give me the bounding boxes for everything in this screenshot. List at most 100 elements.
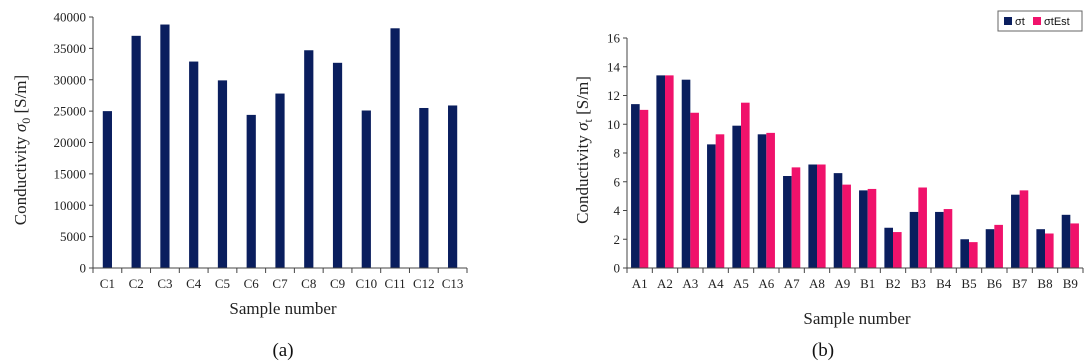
a-bar-c3 bbox=[160, 24, 170, 269]
b-bar-sigma-t-a8 bbox=[808, 164, 817, 268]
b-bar-sigma-t-est-b8 bbox=[1045, 233, 1054, 268]
legend-label-sigma-t: σt bbox=[1015, 16, 1025, 28]
a-bar-c1 bbox=[102, 111, 112, 268]
chart-b: 0 2 4 6 8 10 12 14 16 A1 A2 A3 A4 A5 A6 A7 A8 A9 B1 B2 B3 B4… bbox=[573, 10, 1084, 361]
legend-swatch-sigma-t-est bbox=[1033, 17, 1041, 25]
a-bar-c7 bbox=[275, 93, 285, 269]
a-x-tick-label-c1: C1 bbox=[100, 276, 115, 291]
b-bar-sigma-t-est-b4 bbox=[943, 209, 953, 268]
b-bar-sigma-t-est-a2 bbox=[665, 75, 674, 268]
chart-b-x-ticks: A1 A2 A3 A4 A5 A6 A7 A8 A9 B1 B2 B3 B4 B5 B6 B7 B8 B9 bbox=[626, 268, 1084, 291]
a-x-tick-label-c13: C13 bbox=[442, 276, 464, 291]
b-x-tick-label-b6: B6 bbox=[987, 276, 1003, 291]
a-x-tick-label-c11: C11 bbox=[384, 276, 405, 291]
chart-b-panel-label: (b) bbox=[812, 340, 834, 361]
a-x-tick-label-c8: C8 bbox=[301, 276, 316, 291]
a-y-tick-label: 15000 bbox=[54, 166, 87, 181]
a-bar-c12 bbox=[419, 107, 429, 268]
b-y-tick-label: 2 bbox=[614, 232, 621, 247]
b-bar-sigma-t-b8 bbox=[1036, 229, 1045, 268]
b-x-tick-label-a6: A6 bbox=[758, 276, 774, 291]
a-x-tick-label-c7: C7 bbox=[272, 276, 288, 291]
a-x-tick-label-c4: C4 bbox=[186, 276, 202, 291]
b-y-tick-label: 4 bbox=[614, 203, 621, 218]
b-bar-sigma-t-est-b6 bbox=[994, 224, 1003, 268]
a-bar-c6 bbox=[246, 114, 256, 268]
chart-a-panel-label: (a) bbox=[272, 340, 293, 361]
chart-a-y-ticks: 0 5000 10000 15000 20000 25000 30000 35000 40000 bbox=[54, 10, 93, 276]
b-bar-sigma-t-a1 bbox=[631, 104, 640, 268]
a-x-tick-label-c10: C10 bbox=[355, 276, 377, 291]
b-x-tick-label-b8: B8 bbox=[1037, 276, 1052, 291]
a-y-tick-label: 40000 bbox=[54, 10, 87, 25]
b-y-tick-label: 14 bbox=[607, 59, 621, 74]
chart-a: 0 5000 10000 15000 20000 25000 30000 35000 40000… bbox=[11, 10, 468, 361]
chart-b-x-axis-label: Sample number bbox=[803, 309, 911, 328]
a-x-tick-label-c2: C2 bbox=[129, 276, 144, 291]
b-bar-sigma-t-b6 bbox=[985, 229, 995, 268]
a-y-tick-label: 20000 bbox=[54, 135, 87, 150]
b-x-tick-label-b3: B3 bbox=[911, 276, 926, 291]
b-bar-sigma-t-est-a1 bbox=[639, 109, 649, 268]
a-bar-c4 bbox=[189, 61, 199, 268]
b-bar-sigma-t-est-b5 bbox=[969, 242, 978, 268]
b-bar-sigma-t-est-a6 bbox=[766, 132, 775, 268]
b-bar-sigma-t-a2 bbox=[656, 75, 665, 268]
a-x-tick-label-c5: C5 bbox=[215, 276, 230, 291]
a-y-tick-label: 30000 bbox=[54, 72, 87, 87]
b-bar-sigma-t-est-a3 bbox=[690, 112, 699, 268]
a-bar-c11 bbox=[390, 28, 400, 269]
a-x-tick-label-c6: C6 bbox=[244, 276, 260, 291]
a-bar-c8 bbox=[304, 50, 314, 268]
chart-a-bars bbox=[102, 24, 458, 269]
b-x-tick-label-b1: B1 bbox=[860, 276, 875, 291]
b-x-tick-label-a8: A8 bbox=[809, 276, 825, 291]
a-y-tick-label: 35000 bbox=[54, 41, 87, 56]
b-bar-sigma-t-est-a9 bbox=[842, 184, 851, 268]
chart-a-x-ticks: C1 C2 C3 C4 C5 C6 C7 C8 C9 C10 C11 C12 C13 bbox=[92, 268, 468, 291]
b-bar-sigma-t-b4 bbox=[935, 211, 944, 268]
a-y-tick-label: 5000 bbox=[60, 229, 86, 244]
a-x-tick-label-c12: C12 bbox=[413, 276, 435, 291]
a-x-tick-label-c3: C3 bbox=[157, 276, 172, 291]
b-bar-sigma-t-a7 bbox=[783, 176, 792, 268]
b-y-tick-label: 0 bbox=[614, 261, 621, 276]
b-x-tick-label-a5: A5 bbox=[733, 276, 749, 291]
chart-b-bars bbox=[631, 75, 1079, 268]
b-bar-sigma-t-b2 bbox=[884, 227, 893, 268]
b-bar-sigma-t-est-b7 bbox=[1019, 190, 1029, 268]
a-y-tick-label: 10000 bbox=[54, 198, 87, 213]
a-bar-c5 bbox=[217, 80, 228, 268]
b-bar-sigma-t-est-a8 bbox=[817, 164, 826, 268]
b-y-tick-label: 6 bbox=[614, 174, 621, 189]
b-x-tick-label-b7: B7 bbox=[1012, 276, 1028, 291]
b-bar-sigma-t-a4 bbox=[707, 144, 716, 268]
b-bar-sigma-t-est-b9 bbox=[1070, 223, 1079, 268]
b-x-tick-label-b2: B2 bbox=[885, 276, 900, 291]
b-bar-sigma-t-a3 bbox=[681, 79, 691, 268]
b-bar-sigma-t-b1 bbox=[859, 190, 868, 268]
b-x-tick-label-a1: A1 bbox=[632, 276, 648, 291]
chart-b-y-ticks: 0 2 4 6 8 10 12 14 16 bbox=[607, 31, 627, 276]
b-bar-sigma-t-est-a7 bbox=[791, 167, 801, 268]
b-x-tick-label-b4: B4 bbox=[936, 276, 952, 291]
b-bar-sigma-t-a6 bbox=[757, 134, 767, 268]
chart-a-x-axis-label: Sample number bbox=[229, 299, 337, 318]
chart-b-y-axis-label: Conductivity σt [S/m] bbox=[573, 76, 595, 224]
b-bar-sigma-t-b5 bbox=[960, 239, 969, 268]
b-x-tick-label-a3: A3 bbox=[682, 276, 698, 291]
a-bar-c13 bbox=[448, 105, 458, 268]
b-y-tick-label: 16 bbox=[607, 31, 621, 46]
b-y-tick-label: 8 bbox=[614, 146, 621, 161]
b-y-tick-label: 12 bbox=[607, 88, 620, 103]
b-x-tick-label-a9: A9 bbox=[834, 276, 850, 291]
a-y-tick-label: 25000 bbox=[54, 104, 87, 119]
b-bar-sigma-t-est-b1 bbox=[867, 188, 877, 268]
b-bar-sigma-t-b9 bbox=[1061, 214, 1071, 268]
b-bar-sigma-t-est-a5 bbox=[741, 102, 750, 268]
b-x-tick-label-a7: A7 bbox=[784, 276, 800, 291]
b-bar-sigma-t-b3 bbox=[909, 211, 919, 268]
chart-b-legend: σt σtEst bbox=[997, 10, 1083, 32]
a-bar-c2 bbox=[131, 35, 141, 269]
